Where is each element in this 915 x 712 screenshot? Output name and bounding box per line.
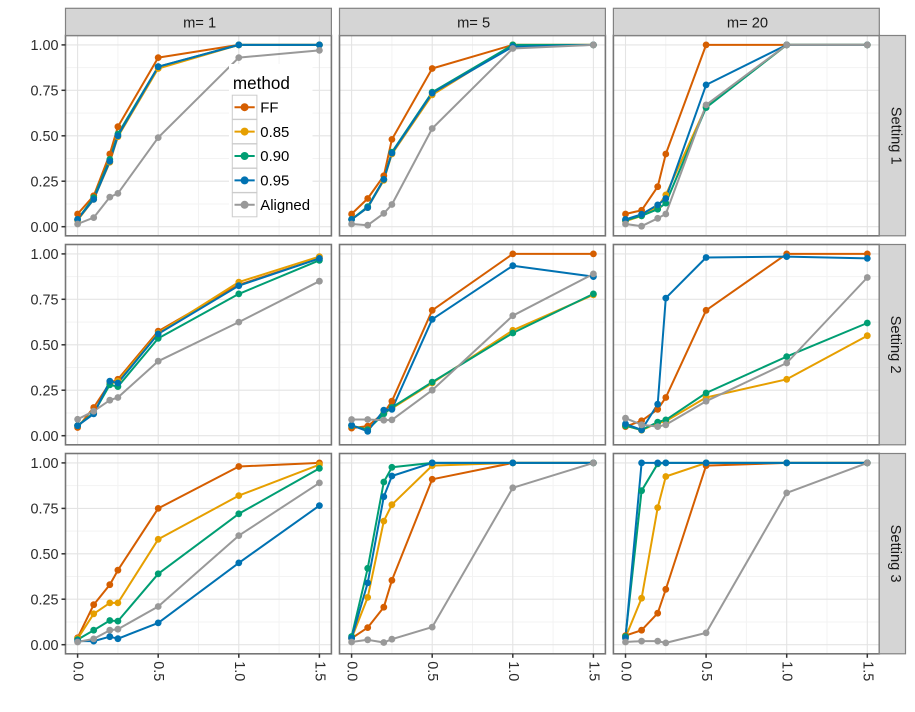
svg-text:Setting 2: Setting 2 xyxy=(887,316,903,374)
svg-text:0.25: 0.25 xyxy=(30,174,58,190)
svg-text:0.75: 0.75 xyxy=(30,293,58,309)
svg-text:m= 5: m= 5 xyxy=(457,15,490,31)
svg-text:0.50: 0.50 xyxy=(30,129,58,145)
svg-text:1.5: 1.5 xyxy=(311,661,327,681)
svg-text:0.75: 0.75 xyxy=(30,84,58,100)
svg-text:0.00: 0.00 xyxy=(30,429,58,445)
svg-text:1.00: 1.00 xyxy=(30,247,58,263)
svg-text:FF: FF xyxy=(260,100,278,116)
svg-text:1.0: 1.0 xyxy=(779,661,795,681)
svg-text:0.75: 0.75 xyxy=(30,502,58,518)
svg-text:1.0: 1.0 xyxy=(505,661,521,681)
svg-text:0.50: 0.50 xyxy=(30,547,58,563)
svg-text:m= 20: m= 20 xyxy=(727,15,768,31)
svg-text:0.5: 0.5 xyxy=(698,661,714,681)
svg-text:0.95: 0.95 xyxy=(260,174,289,190)
svg-text:Setting 3: Setting 3 xyxy=(887,525,903,583)
svg-text:Aligned: Aligned xyxy=(260,198,310,214)
svg-text:0.0: 0.0 xyxy=(70,661,86,681)
svg-text:0.00: 0.00 xyxy=(30,220,58,236)
svg-text:0.5: 0.5 xyxy=(424,661,440,681)
svg-text:0.25: 0.25 xyxy=(30,593,58,609)
svg-text:0.25: 0.25 xyxy=(30,383,58,399)
svg-text:0.90: 0.90 xyxy=(260,149,289,165)
svg-text:0.0: 0.0 xyxy=(344,661,360,681)
svg-text:1.0: 1.0 xyxy=(231,661,247,681)
svg-text:method: method xyxy=(233,74,290,93)
svg-text:0.5: 0.5 xyxy=(150,661,166,681)
svg-text:m= 1: m= 1 xyxy=(183,15,216,31)
svg-text:1.00: 1.00 xyxy=(30,456,58,472)
svg-text:1.5: 1.5 xyxy=(859,661,875,681)
svg-text:0.50: 0.50 xyxy=(30,338,58,354)
svg-text:0.85: 0.85 xyxy=(260,125,289,141)
svg-text:0.0: 0.0 xyxy=(618,661,634,681)
svg-text:Setting 1: Setting 1 xyxy=(887,107,903,165)
svg-text:1.00: 1.00 xyxy=(30,38,58,54)
svg-text:1.5: 1.5 xyxy=(585,661,601,681)
svg-text:0.00: 0.00 xyxy=(30,638,58,654)
